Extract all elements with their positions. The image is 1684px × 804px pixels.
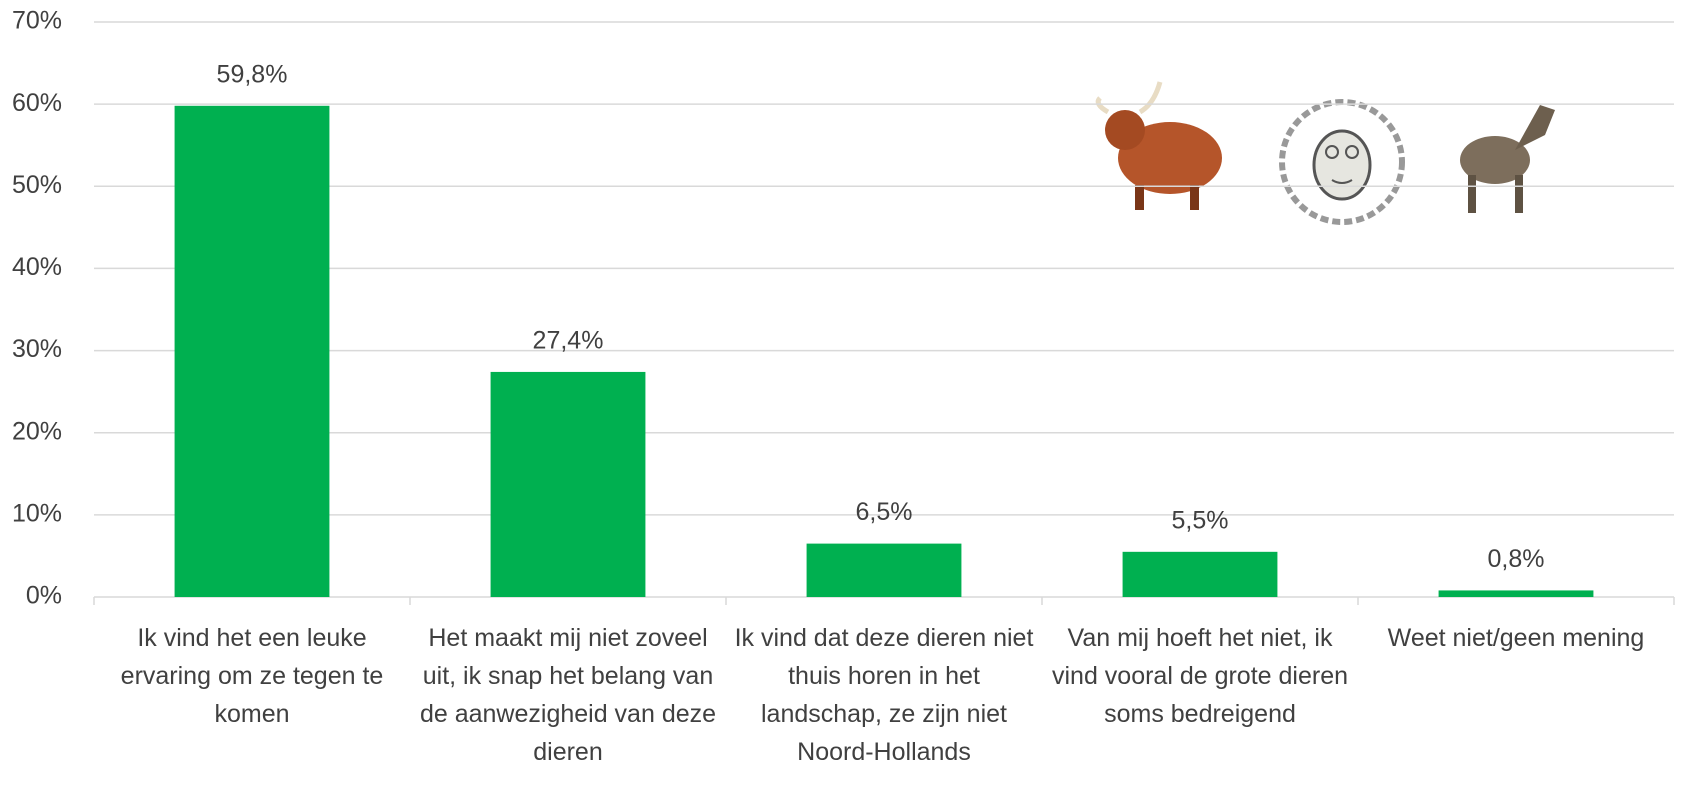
bar [174,105,330,598]
data-label: 59,8% [217,60,288,88]
y-tick-label: 30% [12,335,62,363]
data-label: 5,5% [1172,506,1229,534]
x-tick-label: Van mij hoeft het niet, ik vind vooral de… [1052,624,1348,728]
y-tick-label: 40% [12,253,62,281]
bar [490,371,646,597]
y-tick-label: 20% [12,417,62,445]
y-tick-label: 0% [26,582,62,610]
x-tick-label: Ik vind dat deze dieren niet thuis horen … [735,624,1034,766]
y-tick-label: 70% [12,7,62,35]
y-tick-label: 60% [12,89,62,117]
data-label: 27,4% [533,327,604,355]
x-tick-label: Het maakt mij niet zoveel uit, ik snap he… [420,624,716,766]
cow-icon [1095,81,1222,210]
bar [1122,551,1278,597]
bar [1438,590,1594,597]
horse-icon [1460,105,1555,213]
data-label: 0,8% [1488,545,1545,573]
y-tick-label: 50% [12,171,62,199]
x-tick-label: Ik vind het een leuke ervaring om ze tege… [121,624,384,728]
data-label: 6,5% [856,498,913,526]
bar [806,543,962,597]
sheep-icon [1279,99,1405,225]
x-tick-label: Weet niet/geen mening [1388,624,1645,652]
animal-icons [1095,81,1555,225]
y-tick-label: 10% [12,499,62,527]
